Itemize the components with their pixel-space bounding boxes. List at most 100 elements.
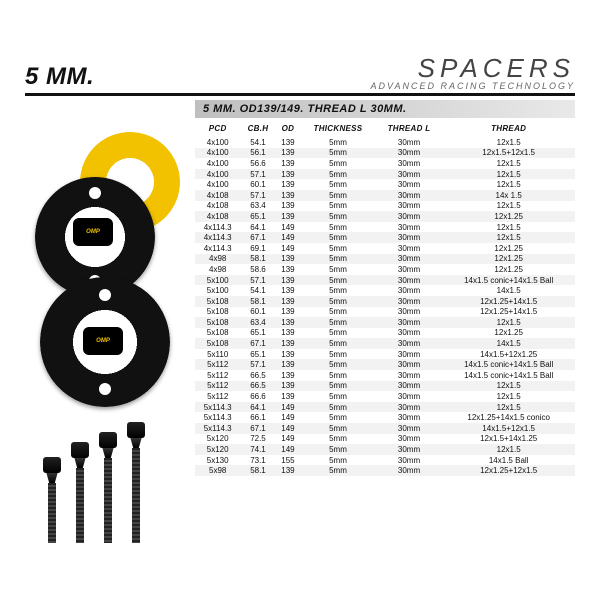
table-cell: 14x1.5+12x1.5 xyxy=(442,423,575,434)
table-cell: 14x1.5 conic+14x1.5 Ball xyxy=(442,359,575,370)
table-cell: 5mm xyxy=(300,338,375,349)
table-cell: 4x100 xyxy=(195,148,240,159)
table-cell: 12x1.5 xyxy=(442,137,575,148)
bolts-icon xyxy=(45,422,143,543)
table-cell: 139 xyxy=(276,381,301,392)
column-header: CB.H xyxy=(240,122,275,137)
table-cell: 58.1 xyxy=(240,296,275,307)
table-cell: 149 xyxy=(276,402,301,413)
table-cell: 30mm xyxy=(376,264,443,275)
table-cell: 57.1 xyxy=(240,190,275,201)
table-cell: 149 xyxy=(276,423,301,434)
table-cell: 30mm xyxy=(376,222,443,233)
table-cell: 5mm xyxy=(300,465,375,476)
table-cell: 14x1.5 xyxy=(442,285,575,296)
table-header: PCDCB.HODTHICKNESSTHREAD LTHREAD xyxy=(195,122,575,137)
table-cell: 5mm xyxy=(300,402,375,413)
table-cell: 139 xyxy=(276,148,301,159)
table-cell: 5x112 xyxy=(195,391,240,402)
table-cell: 4x100 xyxy=(195,179,240,190)
table-cell: 5mm xyxy=(300,317,375,328)
table-cell: 4x100 xyxy=(195,158,240,169)
table-row: 5x11065.11395mm30mm14x1.5+12x1.25 xyxy=(195,349,575,360)
table-cell: 5x114.3 xyxy=(195,412,240,423)
table-cell: 139 xyxy=(276,179,301,190)
table-cell: 30mm xyxy=(376,201,443,212)
table-cell: 66.6 xyxy=(240,391,275,402)
table-cell: 12x1.5 xyxy=(442,391,575,402)
table-cell: 139 xyxy=(276,211,301,222)
table-row: 5x11257.11395mm30mm14x1.5 conic+14x1.5 B… xyxy=(195,359,575,370)
table-cell: 5x108 xyxy=(195,296,240,307)
table-cell: 149 xyxy=(276,232,301,243)
table-row: 5x9858.11395mm30mm12x1.25+12x1.5 xyxy=(195,465,575,476)
table-cell: 64.1 xyxy=(240,402,275,413)
table-cell: 5mm xyxy=(300,179,375,190)
table-cell: 139 xyxy=(276,465,301,476)
table-cell: 5x108 xyxy=(195,317,240,328)
table-cell: 4x108 xyxy=(195,211,240,222)
table-cell: 14x1.5 Ball xyxy=(442,455,575,466)
table-cell: 67.1 xyxy=(240,423,275,434)
table-cell: 30mm xyxy=(376,444,443,455)
table-cell: 56.6 xyxy=(240,158,275,169)
table-cell: 30mm xyxy=(376,232,443,243)
table-cell: 54.1 xyxy=(240,285,275,296)
table-cell: 12x1.5 xyxy=(442,169,575,180)
table-cell: 67.1 xyxy=(240,338,275,349)
table-cell: 5mm xyxy=(300,412,375,423)
table-cell: 30mm xyxy=(376,359,443,370)
table-cell: 12x1.5 xyxy=(442,317,575,328)
table-cell: 5mm xyxy=(300,190,375,201)
table-row: 5x114.366.11495mm30mm12x1.25+14x1.5 coni… xyxy=(195,412,575,423)
column-header: THICKNESS xyxy=(300,122,375,137)
table-cell: 5mm xyxy=(300,434,375,445)
table-cell: 4x98 xyxy=(195,264,240,275)
table-cell: 4x114.3 xyxy=(195,243,240,254)
table-cell: 139 xyxy=(276,285,301,296)
table-cell: 149 xyxy=(276,222,301,233)
column-header: OD xyxy=(276,122,301,137)
table-cell: 5mm xyxy=(300,232,375,243)
table-cell: 30mm xyxy=(376,158,443,169)
table-cell: 5x112 xyxy=(195,370,240,381)
table-cell: 12x1.25+14x1.5 xyxy=(442,296,575,307)
table-cell: 5mm xyxy=(300,243,375,254)
table-cell: 12x1.5 xyxy=(442,201,575,212)
table-cell: 30mm xyxy=(376,381,443,392)
table-row: 5x10863.41395mm30mm12x1.5 xyxy=(195,317,575,328)
table-cell: 139 xyxy=(276,158,301,169)
table-cell: 5mm xyxy=(300,328,375,339)
table-row: 4x9858.61395mm30mm12x1.25 xyxy=(195,264,575,275)
table-cell: 5x100 xyxy=(195,285,240,296)
table-cell: 72.5 xyxy=(240,434,275,445)
bolt-icon xyxy=(45,457,59,543)
table-cell: 139 xyxy=(276,296,301,307)
table-cell: 30mm xyxy=(376,169,443,180)
table-row: 5x12072.51495mm30mm12x1.5+14x1.25 xyxy=(195,434,575,445)
table-cell: 65.1 xyxy=(240,328,275,339)
table-row: 5x11266.51395mm30mm12x1.5 xyxy=(195,381,575,392)
table-row: 4x10863.41395mm30mm12x1.5 xyxy=(195,201,575,212)
table-cell: 30mm xyxy=(376,317,443,328)
table-cell: 14x 1.5 xyxy=(442,190,575,201)
table-cell: 4x114.3 xyxy=(195,222,240,233)
table-cell: 30mm xyxy=(376,148,443,159)
table-cell: 66.1 xyxy=(240,412,275,423)
table-cell: 139 xyxy=(276,328,301,339)
page: 5 MM. SPACERS ADVANCED RACING TECHNOLOGY… xyxy=(0,0,600,600)
table-row: 5x114.364.11495mm30mm12x1.5 xyxy=(195,402,575,413)
table-row: 4x10857.11395mm30mm14x 1.5 xyxy=(195,190,575,201)
table-cell: 5x120 xyxy=(195,444,240,455)
table-cell: 5x114.3 xyxy=(195,402,240,413)
table-cell: 56.1 xyxy=(240,148,275,159)
table-row: 4x10057.11395mm30mm12x1.5 xyxy=(195,169,575,180)
table-cell: 4x114.3 xyxy=(195,232,240,243)
bolt-icon xyxy=(73,442,87,543)
table-cell: 5x110 xyxy=(195,349,240,360)
table-cell: 5mm xyxy=(300,381,375,392)
table-cell: 5mm xyxy=(300,370,375,381)
table-cell: 139 xyxy=(276,391,301,402)
column-header: THREAD xyxy=(442,122,575,137)
table-cell: 149 xyxy=(276,444,301,455)
